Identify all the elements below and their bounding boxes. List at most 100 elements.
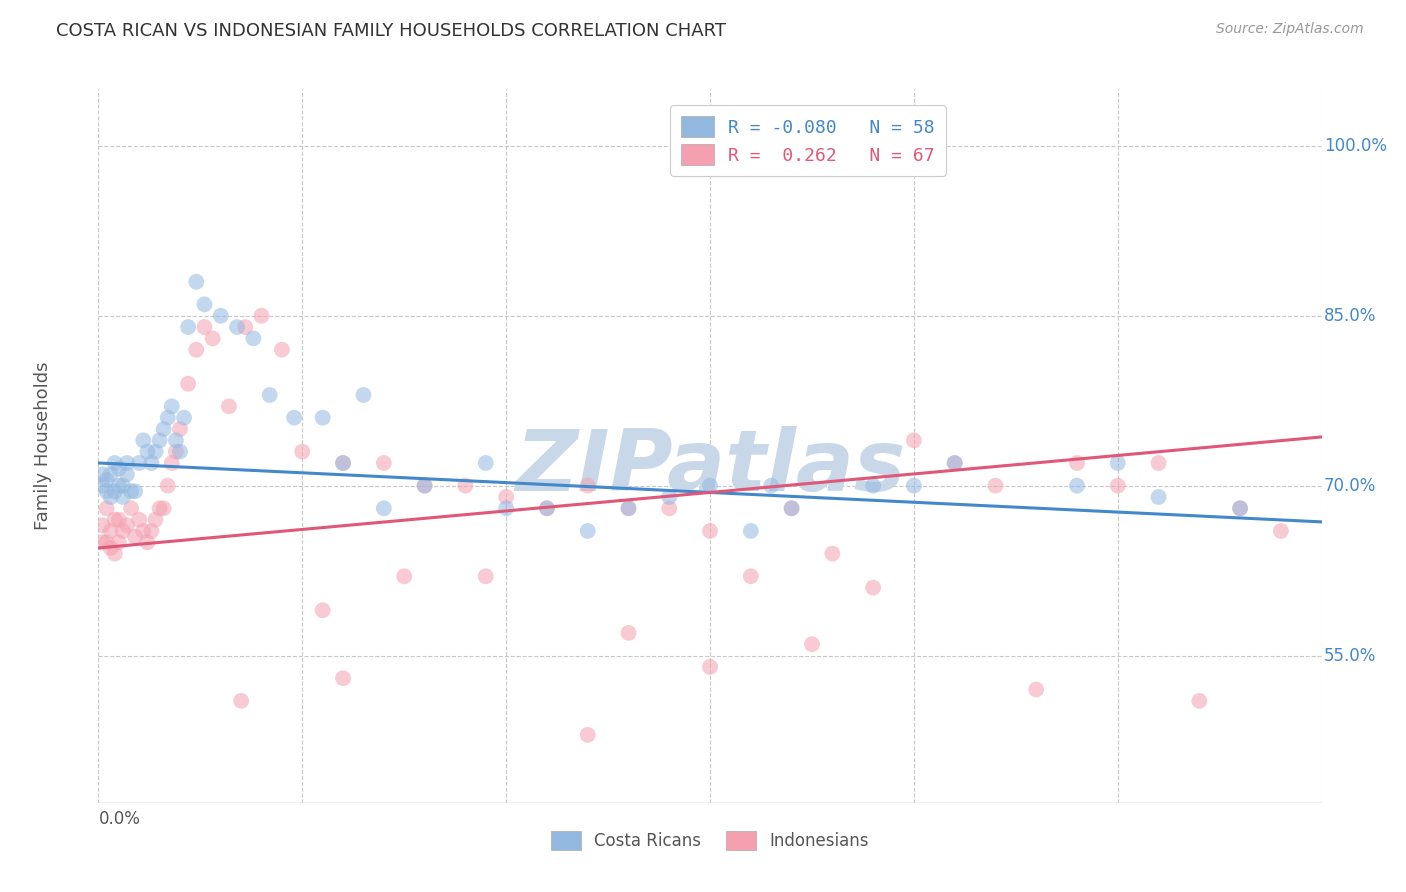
Point [373,501,395,516]
Point [124,530,146,544]
Point [1188,694,1211,708]
Point [658,501,681,516]
Point [740,524,762,538]
Point [169,422,191,436]
Text: 0.0%: 0.0% [98,810,141,828]
Point [226,320,249,334]
Point [1147,456,1170,470]
Point [576,524,599,538]
Point [617,626,640,640]
Point [104,456,127,470]
Point [100,524,122,538]
Point [780,501,803,516]
Point [132,524,155,538]
Text: 85.0%: 85.0% [1324,307,1376,325]
Point [96,473,118,487]
Point [576,478,599,492]
Point [617,501,640,516]
Point [617,501,640,516]
Point [91,478,114,492]
Point [108,535,131,549]
Point [100,467,122,482]
Point [186,343,208,357]
Point [801,637,824,651]
Point [96,501,118,516]
Point [413,478,436,492]
Point [250,309,273,323]
Point [145,444,167,458]
Point [120,501,142,516]
Point [160,456,183,470]
Point [169,444,191,458]
Point [332,671,354,685]
Point [943,456,966,470]
Point [145,513,167,527]
Point [141,524,163,538]
Point [270,343,294,357]
Point [291,444,314,458]
Point [1066,456,1088,470]
Point [218,400,240,414]
Point [136,535,159,549]
Point [699,478,721,492]
Point [1270,524,1292,538]
Point [332,456,354,470]
Point [658,490,681,504]
Point [91,518,114,533]
Point [943,456,966,470]
Point [259,388,281,402]
Point [104,513,127,527]
Point [984,478,1007,492]
Text: 70.0%: 70.0% [1324,476,1376,495]
Point [474,456,498,470]
Point [699,660,721,674]
Point [352,388,374,402]
Point [128,456,150,470]
Point [141,456,163,470]
Point [96,484,118,499]
Point [1147,490,1170,504]
Point [1229,501,1251,516]
Point [536,501,558,516]
Point [156,478,179,492]
Point [104,484,127,499]
Point [160,400,183,414]
Point [862,478,884,492]
Point [111,524,134,538]
Point [91,467,114,482]
Point [242,331,264,345]
Point [283,410,305,425]
Point [392,569,416,583]
Text: Family Households: Family Households [34,362,52,530]
Point [193,297,215,311]
Point [576,728,599,742]
Point [115,456,138,470]
Point [193,320,215,334]
Point [1229,501,1251,516]
Point [209,309,232,323]
Point [1107,456,1129,470]
Point [128,513,150,527]
Legend: Costa Ricans, Indonesians: Costa Ricans, Indonesians [543,822,877,859]
Point [111,490,134,504]
Text: COSTA RICAN VS INDONESIAN FAMILY HOUSEHOLDS CORRELATION CHART: COSTA RICAN VS INDONESIAN FAMILY HOUSEHO… [56,22,727,40]
Point [821,547,844,561]
Point [1107,478,1129,492]
Point [186,275,208,289]
Point [373,456,395,470]
Point [165,434,187,448]
Point [495,501,517,516]
Point [124,484,146,499]
Point [780,501,803,516]
Point [100,490,122,504]
Text: ZIPatlas: ZIPatlas [515,425,905,509]
Point [96,535,118,549]
Point [115,518,138,533]
Point [104,547,127,561]
Point [136,444,159,458]
Text: 100.0%: 100.0% [1324,136,1388,155]
Point [120,484,142,499]
Point [474,569,498,583]
Point [903,434,925,448]
Point [761,478,783,492]
